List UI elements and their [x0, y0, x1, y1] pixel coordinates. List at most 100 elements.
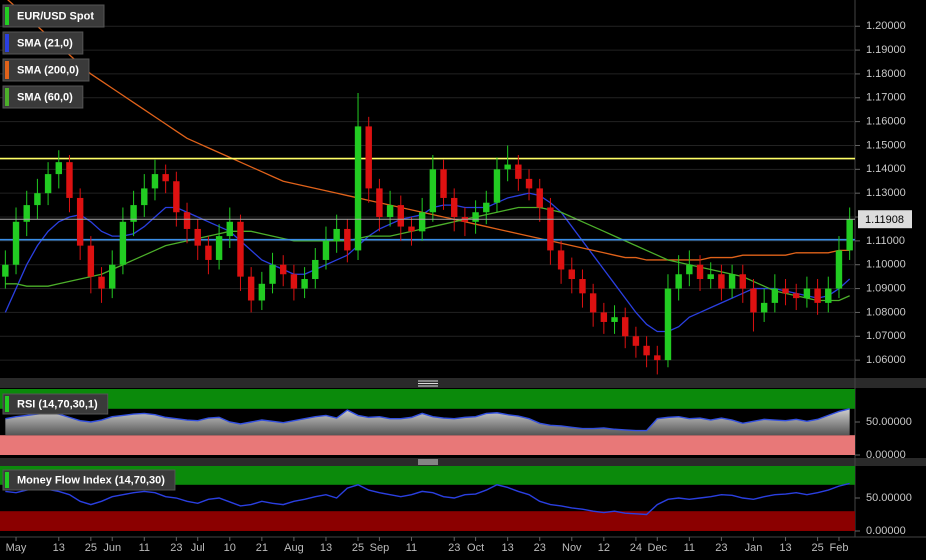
legend-box [2, 393, 109, 415]
candle-body [354, 126, 362, 251]
x-tick-label: 25 [85, 542, 97, 554]
y-tick-label: 1.11000 [866, 235, 905, 247]
candle-body [269, 264, 276, 284]
x-tick-label: May [6, 542, 27, 554]
legend-swatch [5, 472, 9, 488]
x-tick-label: 25 [811, 542, 823, 554]
candle-body [44, 174, 52, 194]
legend-box [2, 4, 105, 28]
candle-body [451, 197, 458, 218]
candle-body [301, 279, 308, 289]
candle-body [515, 164, 522, 179]
candle-body [162, 174, 169, 182]
legend-label: SMA (21,0) [17, 37, 73, 49]
candle-body [322, 240, 330, 260]
y-tick-label: 1.15000 [866, 139, 906, 151]
resize-handle[interactable] [418, 380, 438, 387]
y-tick-label: 1.16000 [866, 116, 906, 128]
x-tick-label: 21 [256, 542, 268, 554]
legend-label: SMA (200,0) [17, 64, 79, 76]
candle-body [2, 264, 9, 277]
x-tick-label: Jun [103, 542, 121, 554]
y-tick-label: 1.09000 [866, 282, 906, 294]
candle-body [333, 228, 340, 241]
x-tick-label: Jan [745, 542, 763, 554]
candle-body [782, 288, 789, 294]
x-tick-label: 13 [53, 542, 65, 554]
candle-body [429, 169, 437, 213]
legend-swatch [5, 34, 9, 52]
candle-body [622, 317, 629, 337]
y-tick-label: 1.13000 [866, 187, 906, 199]
candle-body [109, 264, 116, 289]
x-tick-label: 13 [502, 542, 514, 554]
x-tick-label: 11 [139, 542, 150, 554]
legend-box [2, 85, 84, 109]
candle-body [504, 164, 511, 170]
x-tick-label: Sep [370, 542, 390, 554]
legend-label: EUR/USD Spot [17, 10, 94, 22]
candle-body [130, 205, 137, 222]
candle-body [589, 293, 597, 313]
x-tick-label: 10 [224, 542, 236, 554]
candle-body [579, 279, 586, 294]
indicator-area [5, 408, 850, 436]
candle-body [408, 226, 415, 232]
candle-body [750, 288, 757, 313]
candle-body [835, 250, 843, 289]
candle-body [344, 228, 351, 251]
y-tick-label: 1.10000 [866, 259, 906, 271]
candle-body [600, 312, 608, 322]
candle-body [258, 283, 266, 301]
legend-swatch [5, 396, 9, 412]
rsi-panel [0, 389, 855, 455]
candle-body [173, 181, 180, 213]
x-tick-label: 23 [534, 542, 546, 554]
y-tick-label: 1.17000 [866, 92, 906, 104]
candle-body [707, 274, 714, 280]
panel-separator [0, 458, 926, 466]
x-tick-label: 23 [715, 542, 727, 554]
legend-label: SMA (60,0) [17, 91, 73, 103]
candle-body [76, 197, 84, 246]
y-tick-label: 1.14000 [866, 163, 906, 175]
y-tick-label: 1.08000 [866, 306, 906, 318]
x-tick-label: Dec [648, 542, 668, 554]
candle-body [825, 288, 832, 303]
candle-body [141, 188, 148, 206]
indicator-line [4, 192, 851, 333]
candle-body [215, 236, 223, 260]
candle-body [205, 245, 212, 260]
indicator-line [5, 408, 850, 432]
x-tick-label: 24 [630, 542, 642, 554]
candle-body [226, 221, 233, 237]
candle-body [440, 169, 447, 198]
candle-body [493, 169, 501, 203]
candle-body [846, 219, 853, 251]
candle-body [183, 212, 191, 229]
last-price-label: 1.11908 [865, 214, 904, 226]
legend-swatch [5, 88, 9, 106]
indicator-line [5, 206, 850, 302]
candle-body [237, 221, 244, 277]
y-tick-label: 0.00000 [866, 449, 906, 461]
x-tick-label: 25 [352, 542, 364, 554]
candle-body [280, 264, 287, 275]
y-tick-label: 50.00000 [866, 492, 912, 504]
candle-body [483, 202, 490, 213]
candle-body [739, 274, 746, 289]
legend-label: Money Flow Index (14,70,30) [17, 474, 165, 486]
candle-body [312, 259, 319, 280]
price-panel [0, 0, 855, 375]
x-tick-label: 23 [448, 542, 460, 554]
x-tick-label: Jul [191, 542, 205, 554]
y-tick-label: 1.06000 [866, 354, 906, 366]
candle-body [793, 293, 800, 299]
x-tick-label: Nov [562, 542, 582, 554]
resize-handle[interactable] [418, 459, 438, 465]
candle-body [98, 276, 105, 289]
legend-swatch [5, 61, 9, 79]
candle-body [664, 288, 672, 361]
candle-body [654, 355, 661, 361]
x-tick-label: 13 [779, 542, 791, 554]
